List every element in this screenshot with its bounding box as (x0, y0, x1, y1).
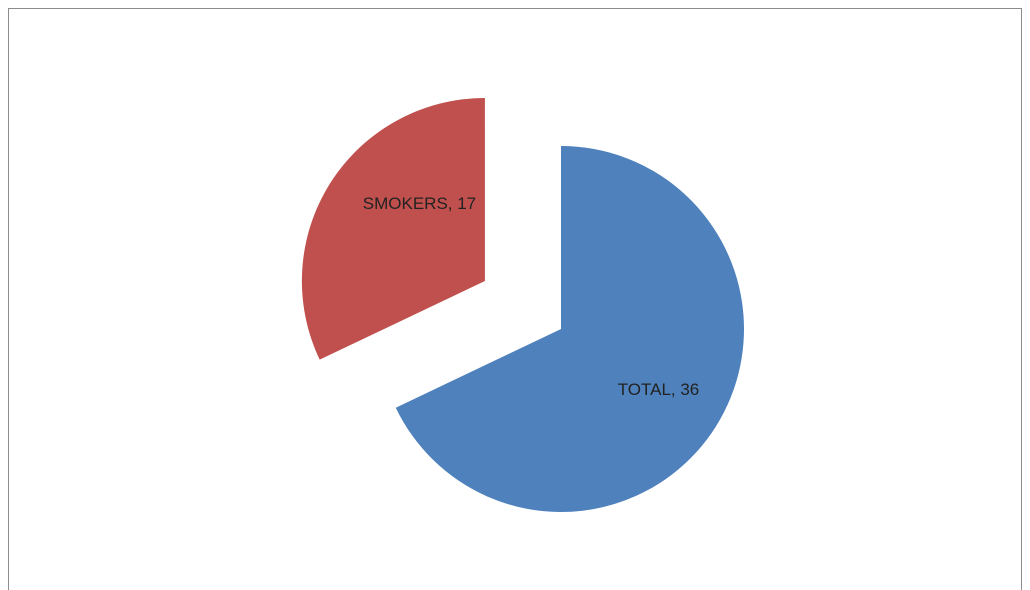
pie-slice (301, 97, 485, 360)
data-label: TOTAL, 36 (618, 380, 700, 399)
data-label: SMOKERS, 17 (363, 194, 476, 213)
pie-slice (395, 146, 745, 512)
chart-frame (8, 8, 1022, 590)
